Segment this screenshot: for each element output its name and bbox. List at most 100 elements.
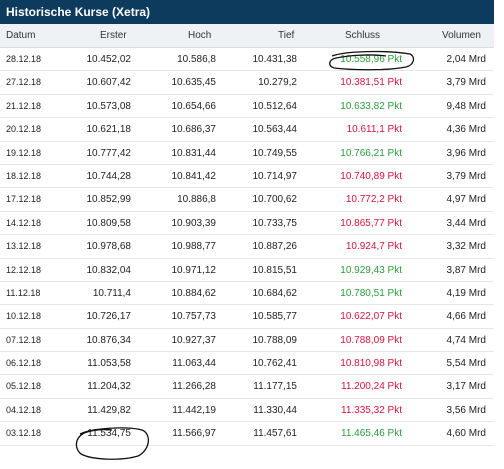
cell-date: 21.12.18 bbox=[6, 100, 42, 111]
cell-low: 10.887,26 bbox=[252, 241, 298, 253]
cell-volume: 3,56 Mrd bbox=[446, 404, 486, 416]
table-row: 10.12.18 10.726,17 10.757,73 10.585,77 10.62… bbox=[0, 305, 494, 329]
table-title: Historische Kurse (Xetra) bbox=[0, 0, 494, 24]
cell-open: 10.621,18 bbox=[86, 124, 132, 136]
cell-open: 10.573,08 bbox=[86, 100, 132, 112]
table-row: 21.12.18 10.573,08 10.654,66 10.512,64 10.63… bbox=[0, 95, 494, 119]
table-row: 12.12.18 10.832,04 10.971,12 10.815,51 10.92… bbox=[0, 259, 494, 282]
cell-close: 10.929,43 Pkt bbox=[340, 264, 402, 276]
cell-open: 10.809,58 bbox=[86, 217, 132, 229]
cell-low: 10.762,41 bbox=[252, 358, 298, 370]
cell-open: 10.744,28 bbox=[86, 170, 132, 182]
cell-high: 10.884,62 bbox=[171, 287, 217, 299]
cell-date: 05.12.18 bbox=[6, 381, 42, 392]
cell-open: 10.711,4 bbox=[92, 287, 131, 299]
cell-low: 10.714,97 bbox=[252, 170, 298, 182]
cell-low: 10.563,44 bbox=[252, 124, 298, 136]
cell-volume: 4,66 Mrd bbox=[446, 311, 486, 323]
cell-open: 10.832,04 bbox=[86, 264, 132, 276]
cell-date: 19.12.18 bbox=[6, 147, 42, 158]
cell-open: 11.053,58 bbox=[87, 358, 131, 370]
table-row: 03.12.18 11.534,75 11.566,97 11.457,61 11.46… bbox=[0, 422, 494, 446]
cell-low: 10.512,64 bbox=[252, 100, 298, 112]
cell-close: 10.924,7 Pkt bbox=[345, 241, 402, 253]
cell-volume: 4,36 Mrd bbox=[446, 124, 486, 136]
cell-open: 11.534,75 bbox=[87, 428, 131, 440]
cell-date: 13.12.18 bbox=[6, 241, 42, 252]
table-row: 18.12.18 10.744,28 10.841,42 10.714,97 10.74… bbox=[0, 165, 494, 189]
cell-open: 10.978,68 bbox=[86, 241, 132, 253]
cell-volume: 4,74 Mrd bbox=[446, 334, 486, 346]
cell-high: 10.927,37 bbox=[171, 334, 217, 346]
cell-low: 10.431,38 bbox=[252, 54, 298, 65]
cell-date: 20.12.18 bbox=[6, 124, 42, 135]
cell-high: 11.566,97 bbox=[172, 428, 216, 440]
cell-low: 10.733,75 bbox=[252, 217, 298, 229]
cell-close: 10.865,77 Pkt bbox=[340, 217, 402, 229]
table-row: 13.12.18 10.978,68 10.988,77 10.887,26 10.92… bbox=[0, 235, 494, 259]
cell-high: 10.903,39 bbox=[171, 217, 217, 229]
table-row: 17.12.18 10.852,99 10.886,8 10.700,62 10.772… bbox=[0, 188, 494, 212]
cell-high: 10.635,45 bbox=[171, 77, 217, 89]
table-header-row: Datum Erster Hoch Tief Schluss Volumen bbox=[0, 24, 494, 48]
cell-low: 10.585,77 bbox=[252, 311, 298, 323]
cell-close: 11.335,32 Pkt bbox=[341, 404, 402, 416]
cell-low: 10.815,51 bbox=[252, 264, 298, 276]
column-header-volume[interactable]: Volumen bbox=[442, 30, 481, 41]
column-header-close[interactable]: Schluss bbox=[345, 30, 381, 41]
cell-volume: 3,96 Mrd bbox=[446, 147, 486, 159]
cell-volume: 4,19 Mrd bbox=[446, 287, 486, 299]
cell-close: 10.381,51 Pkt bbox=[340, 77, 402, 89]
cell-close: 11.200,24 Pkt bbox=[341, 381, 402, 393]
column-header-low[interactable]: Tief bbox=[278, 30, 295, 41]
cell-close: 10.558,96 Pkt bbox=[340, 54, 402, 65]
cell-volume: 3,44 Mrd bbox=[446, 217, 486, 229]
cell-close: 10.740,89 Pkt bbox=[340, 170, 402, 182]
cell-date: 03.12.18 bbox=[6, 428, 42, 439]
cell-date: 10.12.18 bbox=[6, 311, 42, 322]
cell-open: 11.204,32 bbox=[87, 381, 131, 393]
cell-high: 10.757,73 bbox=[171, 311, 217, 323]
cell-low: 11.177,15 bbox=[253, 381, 297, 393]
cell-volume: 4,97 Mrd bbox=[446, 194, 486, 206]
cell-high: 10.971,12 bbox=[171, 264, 217, 276]
table-row: 06.12.18 11.053,58 11.063,44 10.762,41 10.81… bbox=[0, 352, 494, 376]
cell-low: 10.788,09 bbox=[252, 334, 298, 346]
cell-close: 10.772,2 Pkt bbox=[345, 194, 402, 206]
cell-volume: 9,48 Mrd bbox=[446, 100, 486, 112]
cell-date: 18.12.18 bbox=[6, 170, 42, 181]
cell-close: 10.633,82 Pkt bbox=[340, 100, 402, 112]
cell-high: 10.831,44 bbox=[171, 147, 217, 159]
cell-high: 11.063,44 bbox=[172, 358, 216, 370]
cell-date: 07.12.18 bbox=[6, 334, 42, 345]
table-row: 20.12.18 10.621,18 10.686,37 10.563,44 10.61… bbox=[0, 118, 494, 142]
cell-close: 10.611,1 Pkt bbox=[346, 124, 402, 136]
cell-close: 11.465,46 Pkt bbox=[341, 428, 402, 440]
cell-open: 10.452,02 bbox=[86, 54, 132, 65]
cell-open: 11.429,82 bbox=[87, 404, 131, 416]
cell-open: 10.726,17 bbox=[86, 311, 132, 323]
table-row: 04.12.18 11.429,82 11.442,19 11.330,44 11.33… bbox=[0, 399, 494, 423]
cell-close: 10.622,07 Pkt bbox=[340, 311, 402, 323]
column-header-high[interactable]: Hoch bbox=[188, 30, 212, 41]
column-header-open[interactable]: Erster bbox=[100, 30, 127, 41]
cell-volume: 4,60 Mrd bbox=[446, 428, 486, 440]
cell-date: 14.12.18 bbox=[6, 217, 42, 228]
cell-open: 10.607,42 bbox=[86, 77, 132, 89]
cell-high: 10.886,8 bbox=[177, 194, 216, 206]
cell-low: 10.279,2 bbox=[258, 77, 297, 89]
cell-volume: 3,79 Mrd bbox=[446, 77, 486, 89]
cell-close: 10.810,98 Pkt bbox=[340, 358, 402, 370]
cell-date: 04.12.18 bbox=[6, 404, 42, 415]
cell-volume: 3,17 Mrd bbox=[446, 381, 486, 393]
cell-close: 10.780,51 Pkt bbox=[340, 287, 402, 299]
cell-high: 10.988,77 bbox=[171, 241, 217, 253]
cell-low: 10.749,55 bbox=[252, 147, 298, 159]
cell-high: 11.442,19 bbox=[172, 404, 216, 416]
cell-low: 10.700,62 bbox=[252, 194, 298, 206]
cell-volume: 3,79 Mrd bbox=[446, 170, 486, 182]
cell-open: 10.852,99 bbox=[86, 194, 132, 206]
cell-volume: 5,54 Mrd bbox=[446, 358, 486, 370]
cell-date: 28.12.18 bbox=[6, 54, 42, 64]
column-header-date[interactable]: Datum bbox=[6, 30, 36, 41]
